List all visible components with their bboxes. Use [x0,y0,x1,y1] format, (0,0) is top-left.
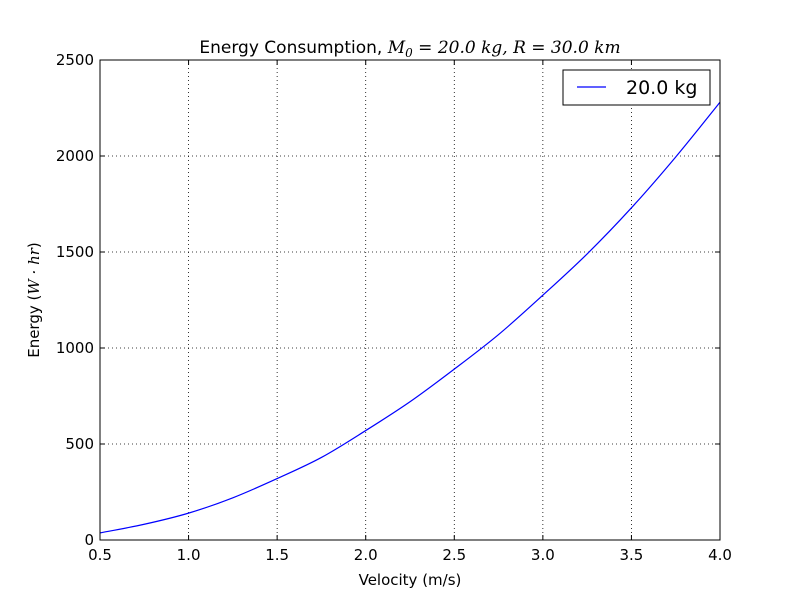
x-tick-label: 3.0 [531,546,555,564]
series-line-0 [99,101,721,534]
y-tick-label: 2500 [56,51,94,69]
chart-title-range: R = 30.0 km [508,38,621,58]
y-axis-title-math: W · hr [25,247,43,294]
y-axis-title-suffix: ) [25,242,43,248]
x-tick-label: 1.0 [177,546,201,564]
y-tick-label: 1500 [56,243,94,261]
legend-series-label: 20.0 kg [626,77,697,99]
x-tick-label: 2.5 [442,546,466,564]
legend: 20.0 kg [562,69,711,106]
chart-title-mass-value: = 20.0 kg, [413,38,508,58]
chart-title-mass-sub: 0 [405,46,413,60]
x-tick-label: 0.5 [88,546,112,564]
x-tick-label: 1.5 [265,546,289,564]
ticks: 0.5 1.0 1.5 2.0 2.5 3.0 3.5 4.0 0 500 1000 1500 2000… [56,51,732,564]
x-tick-label: 2.0 [354,546,378,564]
y-axis-title-prefix: Energy ( [25,295,43,358]
y-axis-title: Energy (W · hr) [25,242,43,358]
chart-title-prefix: Energy Consumption, [199,38,387,58]
chart-title: Energy Consumption, M0 = 20.0 kg, R = 30… [199,38,620,60]
y-tick-label: 1000 [56,339,94,357]
x-tick-label: 3.5 [619,546,643,564]
chart-title-mass: M [387,38,406,58]
grid [100,60,720,540]
y-tick-label: 2000 [56,147,94,165]
x-tick-label: 4.0 [708,546,732,564]
y-tick-label: 500 [65,435,94,453]
series-layer [99,101,721,534]
plot-frame [99,59,721,541]
y-tick-label: 0 [84,531,94,549]
x-axis-title: Velocity (m/s) [359,571,462,589]
